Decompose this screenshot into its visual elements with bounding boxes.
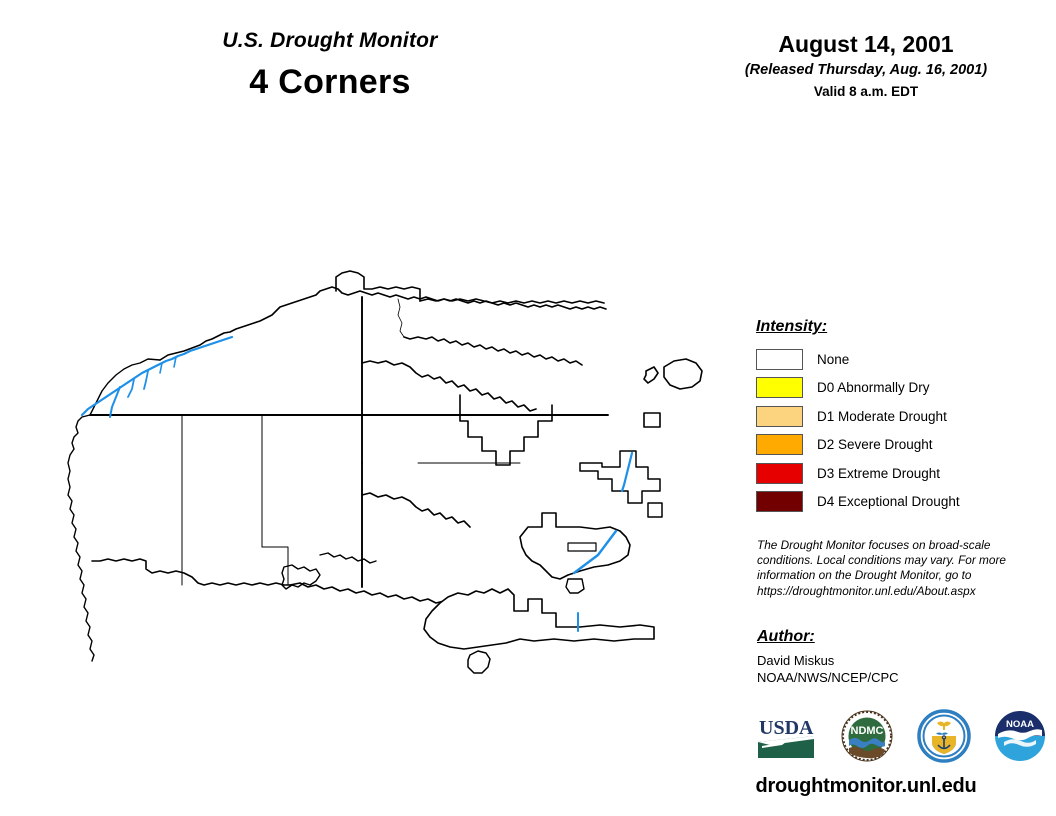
southern-tribal-boundary-2 xyxy=(319,552,377,564)
ndmc-logo: NDMC xyxy=(841,710,893,762)
rio-grande-north xyxy=(620,451,634,493)
colorado-river-lake-powell xyxy=(80,335,234,417)
legend-item-d1: D1 Moderate Drought xyxy=(756,402,1046,431)
legend: Intensity: None D0 Abnormally Dry D1 Mod… xyxy=(756,318,1046,516)
river-branch-2 xyxy=(127,378,135,398)
legend-swatch-d2 xyxy=(756,434,803,456)
website-url[interactable]: droughtmonitor.unl.edu xyxy=(755,775,977,797)
legend-label-d2: D2 Severe Drought xyxy=(817,437,933,453)
legend-title: Intensity: xyxy=(756,318,828,335)
page-title: U.S. Drought Monitor xyxy=(222,29,438,52)
southern-tribal-boundary-1 xyxy=(281,564,321,590)
noaa-logo: NOAA xyxy=(994,711,1045,761)
legend-item-d3: D3 Extreme Drought xyxy=(756,459,1046,488)
detached-polygon-2 xyxy=(643,366,659,384)
river-branch-3 xyxy=(143,370,149,390)
disclaimer-text: The Drought Monitor focuses on broad-sca… xyxy=(757,538,1006,598)
author-title: Author: xyxy=(757,628,815,645)
logo-row: USDA NDMC xyxy=(756,706,1046,766)
author-affiliation: NOAA/NWS/NCEP/CPC xyxy=(757,670,899,685)
valid-date: August 14, 2001 xyxy=(778,31,954,57)
map-svg xyxy=(67,270,703,674)
legend-swatch-d4 xyxy=(756,491,803,513)
legend-label-d4: D4 Exceptional Drought xyxy=(817,494,960,510)
legend-label-none: None xyxy=(817,351,850,367)
drought-map[interactable] xyxy=(20,255,730,685)
author-name: David Miskus xyxy=(757,653,835,668)
legend-swatch-d3 xyxy=(756,462,803,484)
pueblo-inner-strip xyxy=(567,542,597,552)
detached-cluster-pueblo xyxy=(579,450,661,504)
svg-text:NDMC: NDMC xyxy=(851,725,884,737)
legend-label-d3: D3 Extreme Drought xyxy=(817,465,941,481)
lower-pueblo-complex xyxy=(423,588,655,650)
northern-boundary xyxy=(159,286,607,361)
svg-text:NOAA: NOAA xyxy=(1006,719,1034,730)
legend-label-d1: D1 Moderate Drought xyxy=(817,408,947,424)
released-date: (Released Thursday, Aug. 16, 2001) xyxy=(744,62,988,78)
northeast-reservation-boundary xyxy=(403,336,583,366)
laguna-acoma-polygon xyxy=(519,512,631,580)
river-branch-1 xyxy=(109,386,121,418)
legend-item-d2: D2 Severe Drought xyxy=(756,431,1046,460)
navajo-east-boundary xyxy=(361,360,537,412)
arizona-block-south xyxy=(91,558,293,586)
usdc-noaa-seal-logo xyxy=(916,709,971,763)
valid-time: Valid 8 a.m. EDT xyxy=(813,84,919,99)
legend-swatch-d1 xyxy=(756,405,803,427)
western-boundary xyxy=(67,358,161,662)
southeast-reservation-boundary xyxy=(361,492,471,528)
navajo-south-polygon xyxy=(289,582,461,606)
river-branch-4 xyxy=(159,362,163,374)
detached-polygon-3 xyxy=(643,412,661,428)
svg-text:USDA: USDA xyxy=(759,717,814,739)
usda-logo: USDA xyxy=(758,717,814,758)
legend-swatch-d0 xyxy=(756,377,803,399)
legend-label-d0: D0 Abnormally Dry xyxy=(817,380,930,396)
northeast-extension xyxy=(419,298,605,304)
eastern-stepped-block xyxy=(459,394,553,466)
legend-item-none: None xyxy=(756,345,1046,374)
legend-item-d4: D4 Exceptional Drought xyxy=(756,488,1046,517)
colorado-county-line xyxy=(397,298,405,338)
date-block: August 14, 2001 (Released Thursday, Aug.… xyxy=(676,30,1056,101)
north-central-notch xyxy=(335,270,421,302)
pueblo-small-appendage xyxy=(565,578,585,594)
region-title: 4 Corners xyxy=(249,63,411,101)
legend-item-d0: D0 Abnormally Dry xyxy=(756,374,1046,403)
river-branch-5 xyxy=(173,356,177,368)
detached-polygon-1 xyxy=(663,358,703,390)
county-line-2b xyxy=(261,546,289,586)
rio-puerco-diagonal xyxy=(572,529,618,575)
isolated-polygon-south xyxy=(467,650,491,674)
legend-swatch-none xyxy=(756,348,803,370)
detached-small-square xyxy=(647,502,663,518)
author-block: Author: David Miskus NOAA/NWS/NCEP/CPC xyxy=(757,628,1037,686)
title-block: U.S. Drought Monitor 4 Corners xyxy=(0,28,660,104)
